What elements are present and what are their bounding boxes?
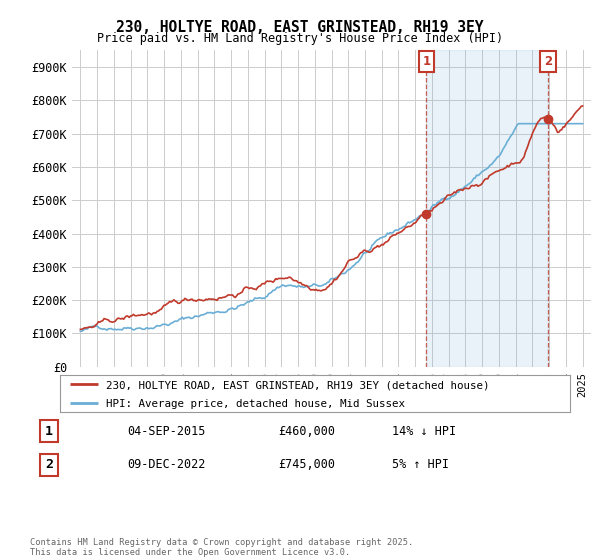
Text: 5% ↑ HPI: 5% ↑ HPI (392, 458, 449, 472)
Text: 2: 2 (544, 55, 552, 68)
Text: 2: 2 (45, 458, 53, 472)
Text: 09-DEC-2022: 09-DEC-2022 (127, 458, 206, 472)
Text: 230, HOLTYE ROAD, EAST GRINSTEAD, RH19 3EY (detached house): 230, HOLTYE ROAD, EAST GRINSTEAD, RH19 3… (106, 380, 490, 390)
Bar (427, 50, 548, 367)
Text: Contains HM Land Registry data © Crown copyright and database right 2025.
This d: Contains HM Land Registry data © Crown c… (30, 538, 413, 557)
Text: 1: 1 (422, 55, 430, 68)
Text: £745,000: £745,000 (278, 458, 335, 472)
Text: 04-SEP-2015: 04-SEP-2015 (127, 424, 206, 438)
Text: Price paid vs. HM Land Registry's House Price Index (HPI): Price paid vs. HM Land Registry's House … (97, 32, 503, 45)
Text: HPI: Average price, detached house, Mid Sussex: HPI: Average price, detached house, Mid … (106, 399, 405, 409)
Text: 230, HOLTYE ROAD, EAST GRINSTEAD, RH19 3EY: 230, HOLTYE ROAD, EAST GRINSTEAD, RH19 3… (116, 20, 484, 35)
Text: £460,000: £460,000 (278, 424, 335, 438)
Text: 1: 1 (45, 424, 53, 438)
Text: 14% ↓ HPI: 14% ↓ HPI (392, 424, 456, 438)
